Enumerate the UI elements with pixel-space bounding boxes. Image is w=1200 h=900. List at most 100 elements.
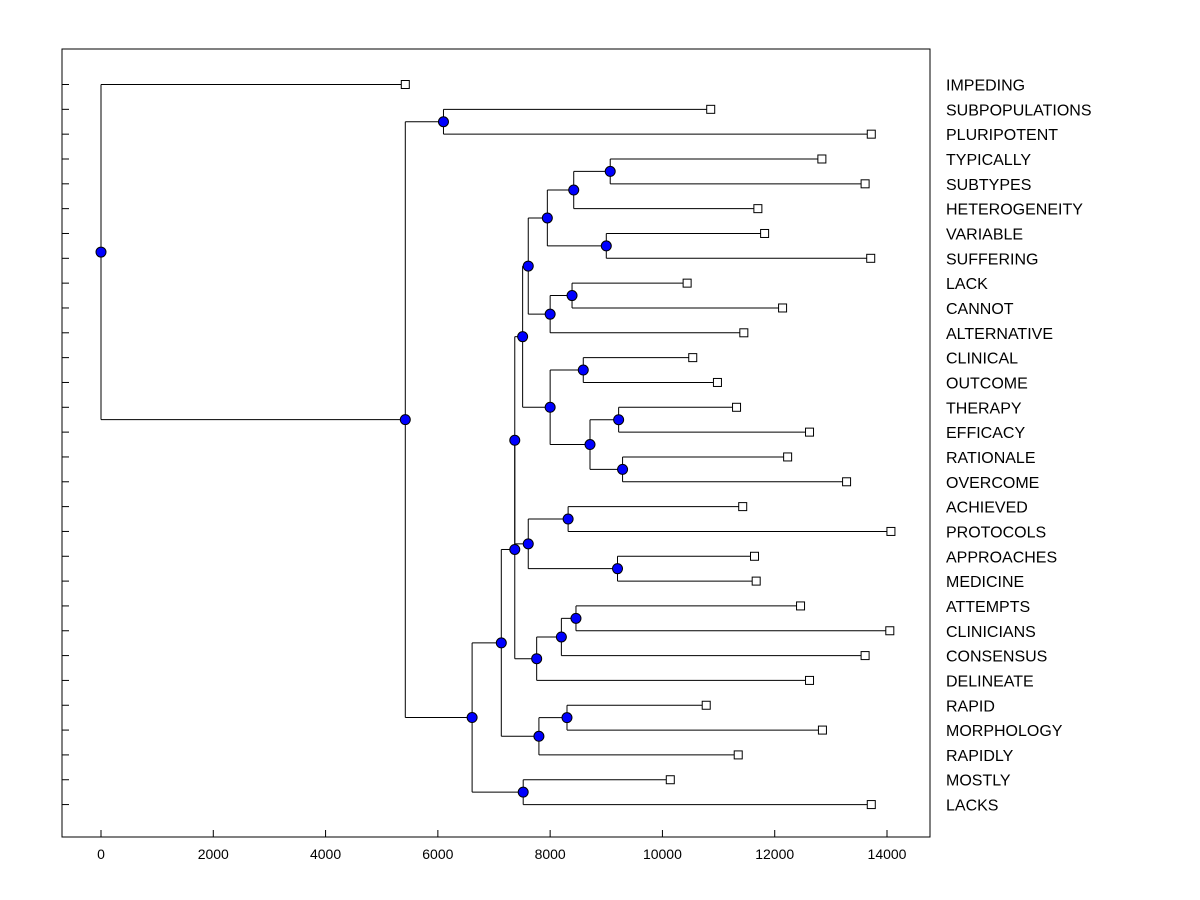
leaf-label: DELINEATE — [946, 673, 1034, 690]
leaf-label: IMPEDING — [946, 78, 1025, 95]
leaf-marker — [701, 700, 711, 710]
x-tick-label: 6000 — [422, 846, 453, 862]
merge-node — [522, 538, 534, 550]
leaf-markers — [400, 80, 896, 810]
leaf-label: CLINICAL — [946, 351, 1018, 368]
merge-node — [544, 401, 556, 413]
leaf-labels: IMPEDING SUBPOPULATIONS PLURIPOTENT TYPICAL… — [946, 78, 1092, 815]
leaf-label: ATTEMPTS — [946, 599, 1030, 616]
leaf-label: LACKS — [946, 798, 998, 815]
x-tick-label: 12000 — [755, 846, 794, 862]
leaf-label: CANNOT — [946, 301, 1014, 318]
leaf-marker — [688, 353, 698, 363]
leaf-label: SUBPOPULATIONS — [946, 102, 1092, 119]
leaf-label: PROTOCOLS — [946, 524, 1046, 541]
merge-node — [522, 260, 534, 272]
merge-node — [555, 631, 567, 643]
x-tick-label: 4000 — [310, 846, 341, 862]
leaf-marker — [885, 626, 895, 636]
merge-node — [566, 290, 578, 302]
leaf-marker — [753, 204, 763, 214]
leaf-label: OUTCOME — [946, 375, 1028, 392]
merge-node — [517, 331, 529, 343]
leaf-marker — [817, 154, 827, 164]
leaf-label: THERAPY — [946, 400, 1022, 417]
merge-node — [509, 543, 521, 555]
merge-node — [533, 730, 545, 742]
leaf-label: RAPID — [946, 698, 995, 715]
leaf-marker — [739, 328, 749, 338]
merge-node — [617, 463, 629, 475]
x-tick-label: 8000 — [535, 846, 566, 862]
leaf-label: HETEROGENEITY — [946, 202, 1083, 219]
leaf-marker — [750, 551, 760, 561]
merge-node — [612, 563, 624, 575]
leaf-marker — [778, 303, 788, 313]
x-axis: 0 2000 4000 6000 8000 10000 12000 14000 — [97, 830, 907, 862]
leaf-label: SUFFERING — [946, 251, 1038, 268]
merge-node — [531, 653, 543, 665]
leaf-label: RATIONALE — [946, 450, 1036, 467]
merge-node — [437, 116, 449, 128]
leaf-marker — [712, 377, 722, 387]
merge-node — [600, 240, 612, 252]
x-tick-label: 10000 — [643, 846, 682, 862]
merge-node — [562, 513, 574, 525]
leaf-marker — [400, 80, 410, 89]
merge-node — [613, 414, 625, 426]
plot-frame — [61, 48, 931, 838]
merge-node — [466, 712, 478, 724]
leaf-label: ALTERNATIVE — [946, 326, 1053, 343]
leaf-marker — [886, 526, 896, 536]
leaf-marker — [706, 104, 716, 114]
x-tick-label: 14000 — [868, 846, 907, 862]
leaf-label: MORPHOLOGY — [946, 723, 1063, 740]
leaf-marker — [682, 278, 692, 288]
y-ticks — [62, 84, 69, 806]
leaf-marker — [805, 427, 815, 437]
branch-lines — [100, 84, 891, 806]
merge-node — [584, 439, 596, 451]
x-tick-label: 0 — [97, 846, 105, 862]
leaf-label: RAPIDLY — [946, 748, 1014, 765]
leaf-marker — [817, 725, 827, 735]
leaf-label: LACK — [946, 276, 988, 293]
merge-node — [517, 786, 529, 798]
leaf-label: ACHIEVED — [946, 500, 1028, 517]
leaf-label: OVERCOME — [946, 475, 1039, 492]
leaf-label: CONSENSUS — [946, 649, 1047, 666]
leaf-marker — [738, 502, 748, 512]
leaf-marker — [860, 179, 870, 189]
merge-node — [95, 246, 107, 258]
merge-node — [509, 434, 521, 446]
leaf-label: TYPICALLY — [946, 152, 1031, 169]
leaf-marker — [796, 601, 806, 611]
leaf-label: MEDICINE — [946, 574, 1024, 591]
leaf-label: VARIABLE — [946, 226, 1023, 243]
x-tick-label: 2000 — [198, 846, 229, 862]
leaf-label: APPROACHES — [946, 549, 1057, 566]
leaf-marker — [842, 477, 852, 487]
merge-nodes — [95, 116, 629, 798]
leaf-marker — [866, 800, 876, 810]
leaf-marker — [866, 253, 876, 263]
leaf-marker — [783, 452, 793, 462]
leaf-label: EFFICACY — [946, 425, 1025, 442]
merge-node — [570, 612, 582, 624]
leaf-marker — [760, 228, 770, 238]
leaf-label: SUBTYPES — [946, 177, 1031, 194]
leaf-marker — [751, 576, 761, 586]
leaf-marker — [805, 675, 815, 685]
merge-node — [568, 184, 580, 196]
leaf-marker — [860, 651, 870, 661]
leaf-label: MOSTLY — [946, 773, 1011, 790]
leaf-marker — [732, 402, 742, 412]
merge-node — [604, 165, 616, 177]
merge-node — [561, 712, 573, 724]
leaf-marker — [665, 775, 675, 785]
merge-node — [541, 212, 553, 224]
leaf-marker — [866, 129, 876, 139]
merge-node — [544, 308, 556, 320]
leaf-label: CLINICIANS — [946, 624, 1036, 641]
